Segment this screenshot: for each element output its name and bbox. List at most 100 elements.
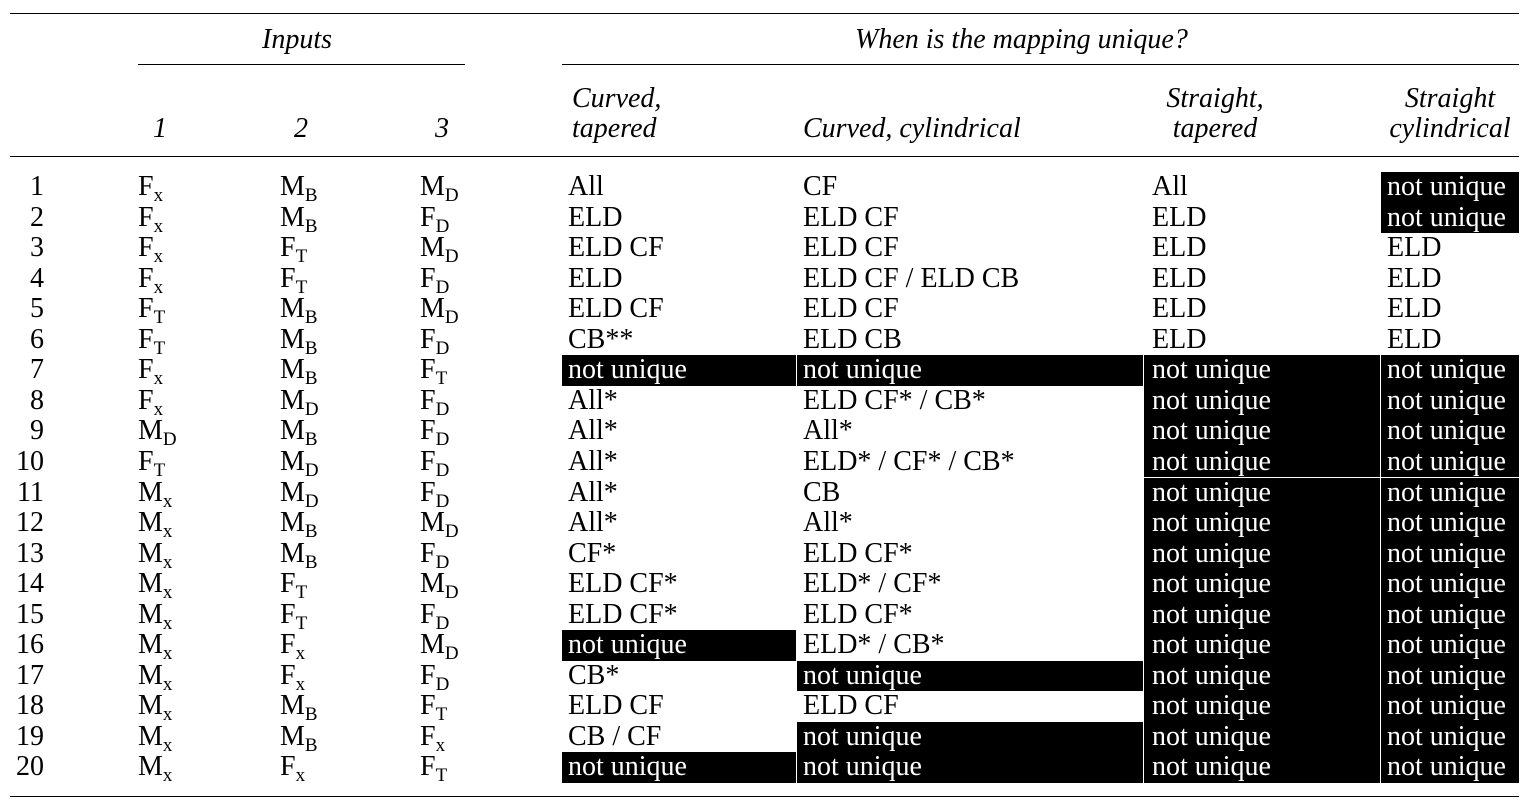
table-row: 5 FT MB MD ELD CF ELD CF ELD ELD (0, 293, 1529, 329)
input-3-cell: MD (420, 171, 459, 206)
col-header-straight-tapered-line1: Straight, (1166, 83, 1264, 114)
input-1-cell: Mx (138, 507, 173, 543)
input-3-cell: FT (420, 690, 448, 726)
curved-cylindrical-cell: not unique (797, 660, 1143, 692)
curved-cylindrical-cell: All* (803, 415, 853, 447)
table-row: 4 Fx FT FD ELD ELD CF / ELD CB ELD ELD (0, 262, 1529, 298)
input-3-cell: FD (420, 659, 450, 695)
input-2-cell: FT (280, 568, 308, 604)
input-1-cell: Fx (138, 232, 164, 268)
input-3-cell: FT (420, 751, 448, 787)
straight-tapered-cell: not unique (1144, 355, 1380, 386)
table-row: 18 Mx MB FT ELD CF ELD CF not unique not unique (0, 690, 1529, 726)
straight-cylindrical-cell: not unique (1381, 477, 1519, 508)
curved-cylindrical-cell: All* (803, 507, 853, 539)
row-number: 18 (16, 690, 44, 722)
table-row: 13 Mx MB FD CF* ELD CF* not unique not unique (0, 537, 1529, 573)
curved-cylindrical-cell: ELD* / CF* / CB* (803, 445, 1015, 477)
curved-tapered-cell: All* (568, 415, 618, 447)
row-number: 11 (17, 476, 44, 508)
straight-tapered-cell: not unique (1144, 508, 1380, 539)
straight-tapered-cell: not unique (1144, 538, 1380, 570)
straight-cylindrical-cell: not unique (1381, 538, 1519, 570)
curved-tapered-cell: ELD CF* (568, 598, 678, 630)
input-3-cell: MD (420, 232, 459, 268)
input-2-cell: FT (280, 598, 308, 634)
straight-cylindrical-cell: not unique (1381, 355, 1519, 386)
table-row: 14 Mx FT MD ELD CF* ELD* / CF* not unique not u… (0, 568, 1529, 604)
straight-tapered-cell: not unique (1144, 416, 1380, 447)
input-3-cell: Fx (420, 720, 446, 756)
curved-tapered-cell: All (568, 171, 604, 202)
straight-cylindrical-cell: not unique (1381, 752, 1519, 783)
curved-tapered-cell: ELD (568, 262, 623, 294)
curved-tapered-cell: CB* (568, 659, 620, 691)
straight-cylindrical-cell: not unique (1381, 721, 1519, 753)
row-number: 13 (16, 537, 44, 569)
table-row: 15 Mx FT FD ELD CF* ELD CF* not unique not uniq… (0, 598, 1529, 634)
input-2-cell: FT (280, 262, 308, 298)
input-1-cell: Mx (138, 568, 173, 604)
bottom-rule (10, 796, 1519, 797)
input-1-cell: MD (138, 415, 177, 451)
input-1-cell: Mx (138, 598, 173, 634)
input-3-cell: MD (420, 507, 459, 543)
curved-tapered-cell: ELD CF (568, 232, 664, 264)
input-1-cell: Fx (138, 354, 164, 390)
curved-cylindrical-cell: ELD CF* (803, 598, 913, 630)
col-header-input-3: 3 (435, 113, 449, 144)
straight-cylindrical-cell: not unique (1381, 446, 1519, 478)
curved-cylindrical-cell: ELD CF / ELD CB (803, 262, 1020, 294)
input-2-cell: MB (280, 690, 318, 726)
row-number: 1 (30, 171, 44, 202)
straight-cylindrical-cell: not unique (1381, 508, 1519, 539)
input-2-cell: Fx (280, 659, 306, 695)
table-row: 19 Mx MB Fx CB / CF not unique not unique not u… (0, 720, 1529, 756)
col-header-curved-tapered-line1: Curved, (572, 83, 662, 114)
curved-tapered-cell: All* (568, 507, 618, 539)
straight-cylindrical-cell: ELD (1387, 293, 1442, 325)
straight-tapered-cell: ELD (1152, 323, 1207, 355)
straight-tapered-cell: not unique (1144, 630, 1380, 661)
col-header-straight-tapered: Straight, tapered (1150, 84, 1280, 144)
table-row: 1 Fx MB MD All CF All not unique (0, 171, 1529, 206)
curved-tapered-cell: not unique (562, 355, 796, 386)
input-3-cell: FT (420, 354, 448, 390)
row-number: 2 (30, 201, 44, 233)
input-2-cell: MD (280, 384, 319, 420)
straight-tapered-cell: not unique (1144, 599, 1380, 631)
straight-tapered-cell: not unique (1144, 477, 1380, 508)
row-number: 9 (30, 415, 44, 447)
straight-tapered-cell: not unique (1144, 569, 1380, 600)
input-1-cell: Fx (138, 201, 164, 237)
input-1-cell: Fx (138, 262, 164, 298)
input-3-cell: FD (420, 415, 450, 451)
curved-cylindrical-cell: not unique (797, 752, 1143, 783)
straight-tapered-cell: not unique (1144, 660, 1380, 692)
straight-cylindrical-cell: ELD (1387, 232, 1442, 264)
table-row: 6 FT MB FD CB** ELD CB ELD ELD (0, 323, 1529, 358)
row-number: 17 (16, 659, 44, 691)
input-2-cell: Fx (280, 629, 306, 665)
curved-tapered-cell: not unique (562, 752, 796, 783)
straight-cylindrical-cell: not unique (1381, 691, 1519, 722)
inputs-underline (138, 64, 465, 65)
curved-tapered-cell: not unique (562, 630, 796, 661)
input-2-cell: Fx (280, 751, 306, 787)
curved-cylindrical-cell: ELD CF (803, 201, 899, 233)
straight-cylindrical-cell: not unique (1381, 171, 1519, 203)
col-header-input-1: 1 (153, 113, 167, 144)
unique-underline (562, 64, 1519, 65)
input-2-cell: FT (280, 232, 308, 268)
input-1-cell: FT (138, 293, 166, 329)
input-3-cell: FD (420, 537, 450, 573)
straight-tapered-cell: ELD (1152, 293, 1207, 325)
input-3-cell: MD (420, 293, 459, 329)
table-row: 3 Fx FT MD ELD CF ELD CF ELD ELD (0, 232, 1529, 268)
curved-cylindrical-cell: ELD CB (803, 323, 902, 355)
col-header-straight-cylindrical: Straight cylindrical (1381, 84, 1519, 144)
straight-cylindrical-cell: not unique (1381, 202, 1519, 234)
table-row: 7 Fx MB FT not unique not unique not unique not… (0, 354, 1529, 390)
header-rule (10, 156, 1519, 157)
input-1-cell: Mx (138, 751, 173, 787)
